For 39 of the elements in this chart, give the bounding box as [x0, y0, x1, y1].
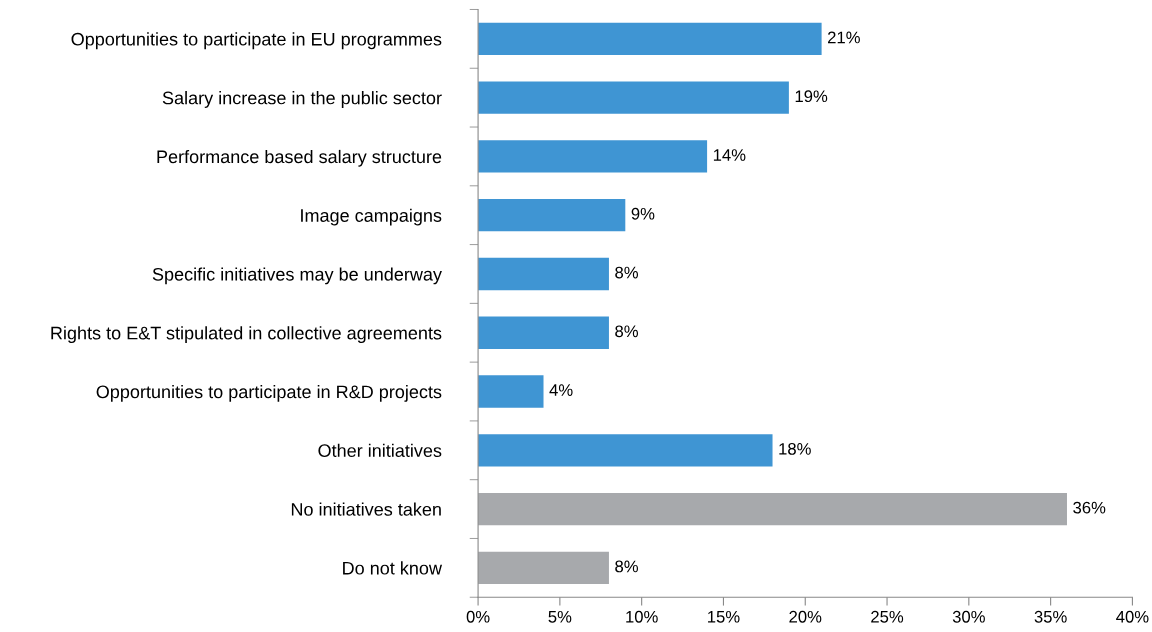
x-tick-label: 20% [789, 610, 822, 623]
bar [478, 492, 1067, 526]
y-tick-label: Do not know [343, 561, 443, 575]
x-tick-label: 10% [626, 610, 658, 623]
bar [478, 434, 773, 467]
data-label: 21% [828, 31, 860, 44]
bar [478, 140, 708, 173]
y-tick-label: Performance based salary structure [157, 149, 442, 167]
data-label: 8% [615, 266, 638, 279]
y-tick-label: Other initiatives [318, 443, 442, 458]
data-label: 8% [615, 325, 638, 338]
y-tick-label: Image campaigns [301, 208, 442, 226]
bar [478, 22, 822, 56]
data-label: 18% [779, 442, 811, 455]
x-tick-label: 15% [708, 610, 740, 623]
y-tick-label: Salary increase in the public sector [162, 91, 442, 108]
x-tick-label: 25% [871, 610, 904, 623]
x-tick-label: 0% [466, 610, 490, 623]
data-label: 14% [713, 149, 746, 161]
x-tick-label: 40% [1116, 610, 1149, 623]
data-label: 9% [631, 207, 655, 220]
data-label: 4% [549, 384, 573, 396]
bar [478, 551, 609, 585]
y-tick-label: Opportunities to participate in EU programmes [71, 32, 442, 50]
x-tick-label: 5% [548, 610, 572, 623]
bar [478, 316, 609, 349]
data-label: 8% [615, 560, 638, 573]
x-tick-label: 30% [952, 610, 985, 623]
y-tick-label: Specific initiatives may be underway [152, 267, 442, 285]
y-tick-label: Rights to E&T stipulated in collective agreements [51, 326, 442, 344]
bar [478, 199, 626, 232]
y-tick-label: Opportunities to participate in R&D projects [96, 384, 442, 402]
bar [478, 375, 544, 408]
x-tick-label: 35% [1034, 610, 1067, 623]
bar [478, 257, 609, 291]
data-label: 36% [1073, 501, 1106, 514]
y-tick-label: No initiatives taken [291, 502, 441, 516]
data-label: 19% [795, 90, 828, 103]
bar [478, 81, 789, 114]
